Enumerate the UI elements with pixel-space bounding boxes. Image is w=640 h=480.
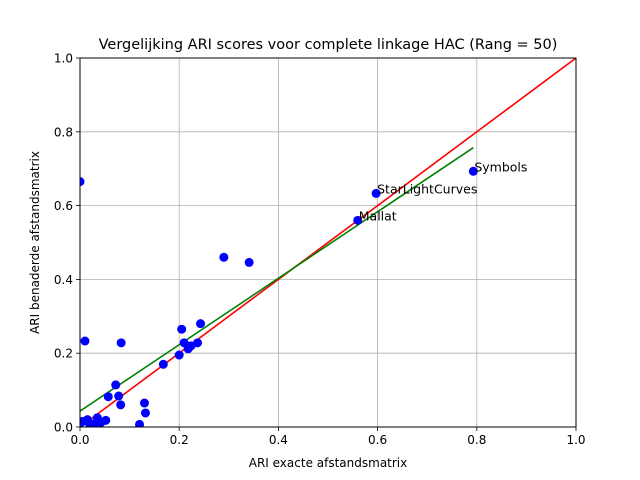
y-tick-label: 0.2 [54,347,73,361]
plot-area [80,58,576,427]
data-point [116,400,126,410]
data-point [244,257,254,267]
data-point [116,338,126,348]
x-axis-ticks: 0.0 0.2 0.4 0.6 0.8 1.0 [70,427,586,447]
y-tick-label: 1.0 [54,52,73,66]
data-points [80,166,478,427]
data-point [353,215,363,225]
x-tick-label: 0.8 [467,433,486,447]
axes-frame [79,57,577,428]
data-point [139,398,149,408]
data-point [174,350,184,360]
y-axis-ticks: 0.0 0.2 0.4 0.6 0.8 1.0 [54,52,80,435]
x-axis-label: ARI exacte afstandsmatrix [249,456,408,470]
point-annotation: StarLightCurves [377,181,477,196]
chart-title: Vergelijking ARI scores voor complete li… [99,37,558,53]
point-annotations: Symbols StarLightCurves Mallat [359,159,528,223]
x-tick-label: 0.0 [70,433,89,447]
x-tick-label: 0.4 [269,433,288,447]
x-tick-label: 0.6 [368,433,387,447]
data-point [114,391,124,401]
y-tick-label: 0.6 [54,199,73,213]
x-tick-label: 0.2 [170,433,189,447]
data-point [103,392,113,402]
x-tick-label: 1.0 [566,433,585,447]
data-point [177,324,187,334]
point-annotation: Symbols [474,159,527,174]
y-tick-label: 0.4 [54,273,73,287]
data-point [111,380,121,390]
data-point [193,338,203,348]
data-point [101,415,111,425]
data-point [80,177,85,187]
data-point [140,408,150,418]
y-tick-label: 0.0 [54,421,73,435]
data-point [135,419,145,427]
data-point [196,319,206,329]
y-axis-label: ARI benaderde afstandsmatrix [28,151,42,334]
data-point [158,359,168,369]
data-point [219,252,229,262]
y-tick-label: 0.8 [54,125,73,139]
data-point [371,188,381,198]
point-annotation: Mallat [359,208,397,223]
data-point [468,166,478,176]
fit-line [80,147,474,412]
data-point [80,336,90,346]
